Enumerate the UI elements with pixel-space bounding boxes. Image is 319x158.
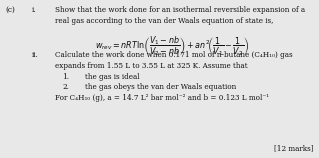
Text: Show that the work done for an isothermal reversible expansion of a: Show that the work done for an isotherma…: [55, 6, 305, 14]
Text: 2.: 2.: [62, 83, 69, 91]
Text: expands from 1.55 L to 3.55 L at 325 K. Assume that: expands from 1.55 L to 3.55 L at 325 K. …: [55, 62, 248, 70]
Text: (c): (c): [5, 6, 15, 14]
Text: $w_{rev} = nRT\ln\!\left(\dfrac{V_1 - nb}{V_2 - nb}\right) + an^2\!\left(\dfrac{: $w_{rev} = nRT\ln\!\left(\dfrac{V_1 - nb…: [95, 34, 249, 58]
Text: Calculate the work done when 0.171 mol of n-butane (C₄H₁₀) gas: Calculate the work done when 0.171 mol o…: [55, 51, 293, 59]
Text: For C₄H₁₀ (g), a = 14.7 L² bar mol⁻² and b = 0.123 L mol⁻¹: For C₄H₁₀ (g), a = 14.7 L² bar mol⁻² and…: [55, 94, 269, 102]
Text: i.: i.: [32, 6, 36, 14]
Text: real gas according to the van der Waals equation of state is,: real gas according to the van der Waals …: [55, 17, 273, 25]
Text: 1.: 1.: [62, 73, 69, 81]
Text: the gas obeys the van der Waals equation: the gas obeys the van der Waals equation: [85, 83, 236, 91]
Text: the gas is ideal: the gas is ideal: [85, 73, 140, 81]
Text: [12 marks]: [12 marks]: [275, 144, 314, 152]
Text: ii.: ii.: [32, 51, 39, 59]
